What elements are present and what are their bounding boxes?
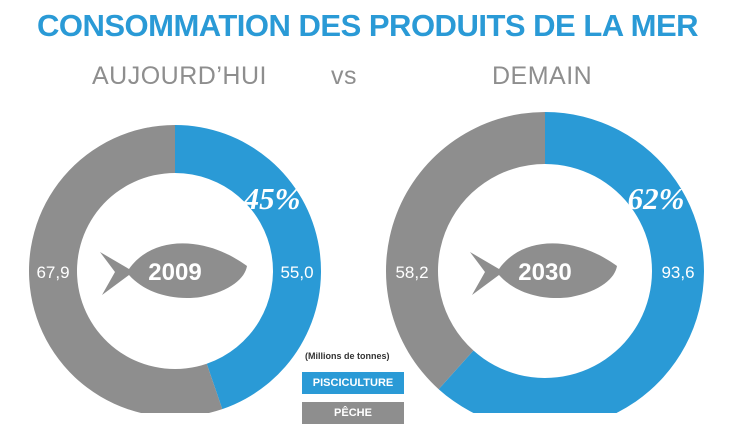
slice-aquaculture-today [175, 125, 321, 410]
year-label: 2030 [518, 259, 571, 286]
legend-unit: (Millions de tonnes) [305, 351, 390, 361]
donut-charts: 2009 55,0 67,9 45% 2030 93,6 58,2 62% [29, 112, 704, 413]
fish-icon [100, 243, 247, 299]
slice-fishing-today [29, 125, 223, 413]
fish-icon [470, 243, 617, 299]
year-label: 2009 [148, 259, 201, 286]
legend-item-aquaculture: PISCICULTURE [302, 372, 404, 394]
slice-fishing-tomorrow [386, 112, 545, 390]
vs-label: vs [331, 62, 357, 90]
donut-tomorrow: 2030 93,6 58,2 62% [386, 112, 704, 413]
chart-title: CONSOMMATION DES PRODUITS DE LA MER [36, 8, 699, 43]
value-label-aquaculture: 55,0 [280, 263, 313, 282]
today-label: AUJOURD’HUI [92, 62, 267, 90]
donut-today: 2009 55,0 67,9 45% [29, 125, 321, 413]
value-label-fishing: 67,9 [36, 263, 69, 282]
percent-label: 45% [243, 181, 301, 216]
percent-label: 62% [628, 181, 685, 216]
tomorrow-label: DEMAIN [492, 62, 593, 90]
slice-aquaculture-tomorrow [438, 112, 704, 413]
value-label-aquaculture: 93,6 [661, 263, 694, 282]
legend-item-fishing: PÊCHE [302, 402, 404, 424]
value-label-fishing: 58,2 [395, 263, 428, 282]
